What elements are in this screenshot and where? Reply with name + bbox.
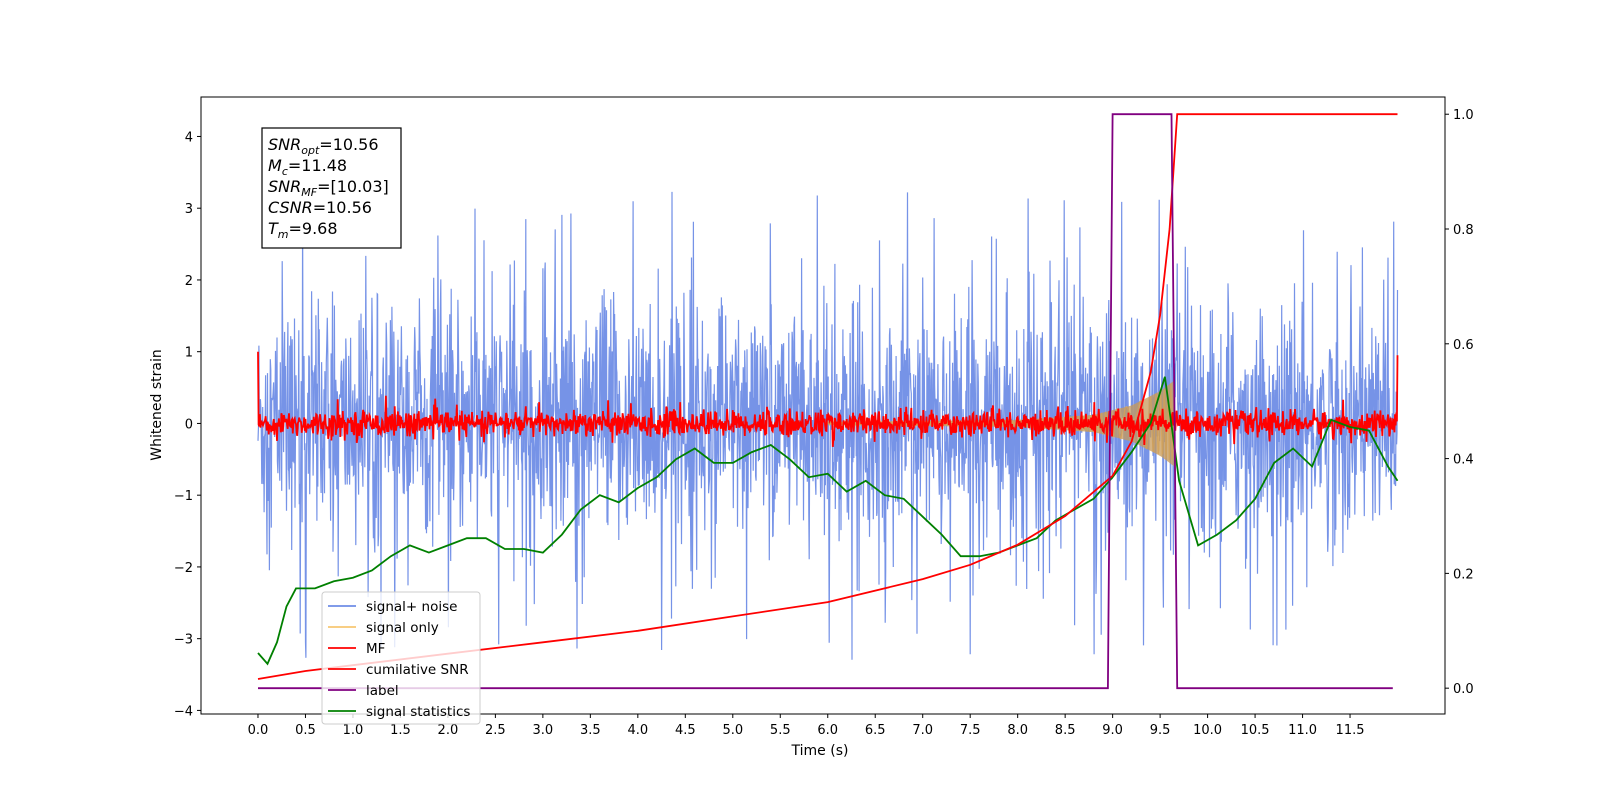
x-tick-label: 11.0: [1288, 723, 1317, 738]
y2-tick-label: 0.2: [1453, 567, 1474, 582]
x-tick-label: 9.5: [1150, 723, 1171, 738]
info-box-line: SNRopt=10.56: [268, 135, 379, 157]
y2-tick-label: 0.0: [1453, 682, 1474, 697]
info-box-line: SNRMF=[10.03]: [268, 177, 389, 199]
y2-tick-label: 0.6: [1453, 338, 1474, 353]
x-tick-label: 5.0: [722, 723, 743, 738]
y-tick-label: −1: [174, 489, 193, 504]
y-tick-label: 0: [185, 417, 193, 432]
x-axis-label: Time (s): [791, 743, 849, 759]
x-tick-label: 4.5: [675, 723, 696, 738]
y2-tick-label: 0.4: [1453, 453, 1474, 468]
y-axis-label: Whitened strain: [149, 349, 165, 460]
legend-entry: MF: [366, 641, 385, 657]
legend-entry: label: [366, 683, 399, 699]
y-tick-label: 3: [185, 202, 193, 217]
info-box-frame: [261, 127, 402, 249]
x-tick-label: 6.0: [817, 723, 838, 738]
x-tick-label: 9.0: [1102, 723, 1123, 738]
info-subscript: opt: [301, 144, 320, 157]
legend: signal+ noise signal only MF cumilative SNR…: [321, 591, 481, 725]
info-value: =10.56: [313, 198, 372, 217]
y-tick-label: 4: [185, 130, 193, 145]
x-tick-label: 7.0: [912, 723, 933, 738]
x-tick-label: 2.0: [438, 723, 459, 738]
x-tick-label: 6.5: [865, 723, 886, 738]
x-tick-label: 11.5: [1336, 723, 1365, 738]
y-tick-label: −4: [174, 704, 193, 719]
info-box-line: Tm=9.68: [268, 219, 338, 241]
info-symbol: SNR: [268, 135, 301, 154]
x-tick-label: 2.5: [485, 723, 506, 738]
y-tick-label: 1: [185, 346, 193, 361]
x-tick-label: 0.0: [248, 723, 269, 738]
x-tick-label: 8.0: [1007, 723, 1028, 738]
info-symbol: M: [268, 156, 282, 175]
info-box-line: CSNR=10.56: [268, 198, 372, 217]
series-mf: [257, 351, 1399, 447]
legend-entry: signal statistics: [366, 704, 470, 720]
info-value: =9.68: [289, 219, 338, 238]
x-tick-label: 7.5: [960, 723, 981, 738]
legend-entry: signal+ noise: [366, 599, 457, 615]
x-tick-label: 5.5: [770, 723, 791, 738]
plot-area: [257, 113, 1399, 690]
y-tick-label: −3: [174, 633, 193, 648]
y-tick-label: −2: [174, 561, 193, 576]
info-value: =11.48: [288, 156, 347, 175]
x-tick-label: 10.0: [1193, 723, 1222, 738]
x-tick-label: 4.0: [627, 723, 648, 738]
info-value: =[10.03]: [317, 177, 389, 196]
legend-entry: cumilative SNR: [366, 662, 469, 678]
info-symbol: T: [268, 219, 279, 238]
legend-frame: [321, 591, 481, 725]
info-symbol: SNR: [268, 177, 301, 196]
x-tick-label: 3.0: [533, 723, 554, 738]
info-box-line: Mc=11.48: [268, 156, 347, 178]
info-value: =10.56: [319, 135, 378, 154]
y-tick-label: 2: [185, 274, 193, 289]
info-subscript: c: [282, 165, 288, 178]
x-tick-label: 1.0: [343, 723, 364, 738]
axes-layer: 0.0 0.5 1.0 1.5 2.0 2.5 3.0 3.5 4.0 4.5 5.0 5.5 6.0 6…: [174, 108, 1474, 738]
axes-frame: [200, 96, 1446, 715]
series-label: [258, 113, 1393, 690]
info-subscript: m: [278, 228, 289, 241]
x-tick-label: 1.5: [390, 723, 411, 738]
info-box: SNRopt=10.56Mc=11.48SNRMF=[10.03]CSNR=10…: [261, 127, 402, 249]
x-tick-label: 8.5: [1055, 723, 1076, 738]
x-tick-label: 10.5: [1241, 723, 1270, 738]
y2-tick-label: 1.0: [1453, 108, 1474, 123]
y2-tick-label: 0.8: [1453, 223, 1474, 238]
x-tick-label: 0.5: [295, 723, 316, 738]
info-subscript: MF: [301, 186, 317, 199]
x-tick-label: 3.5: [580, 723, 601, 738]
info-symbol: CSNR: [268, 198, 313, 217]
series-signal-statistics: [257, 376, 1399, 666]
legend-entry: signal only: [366, 620, 439, 636]
